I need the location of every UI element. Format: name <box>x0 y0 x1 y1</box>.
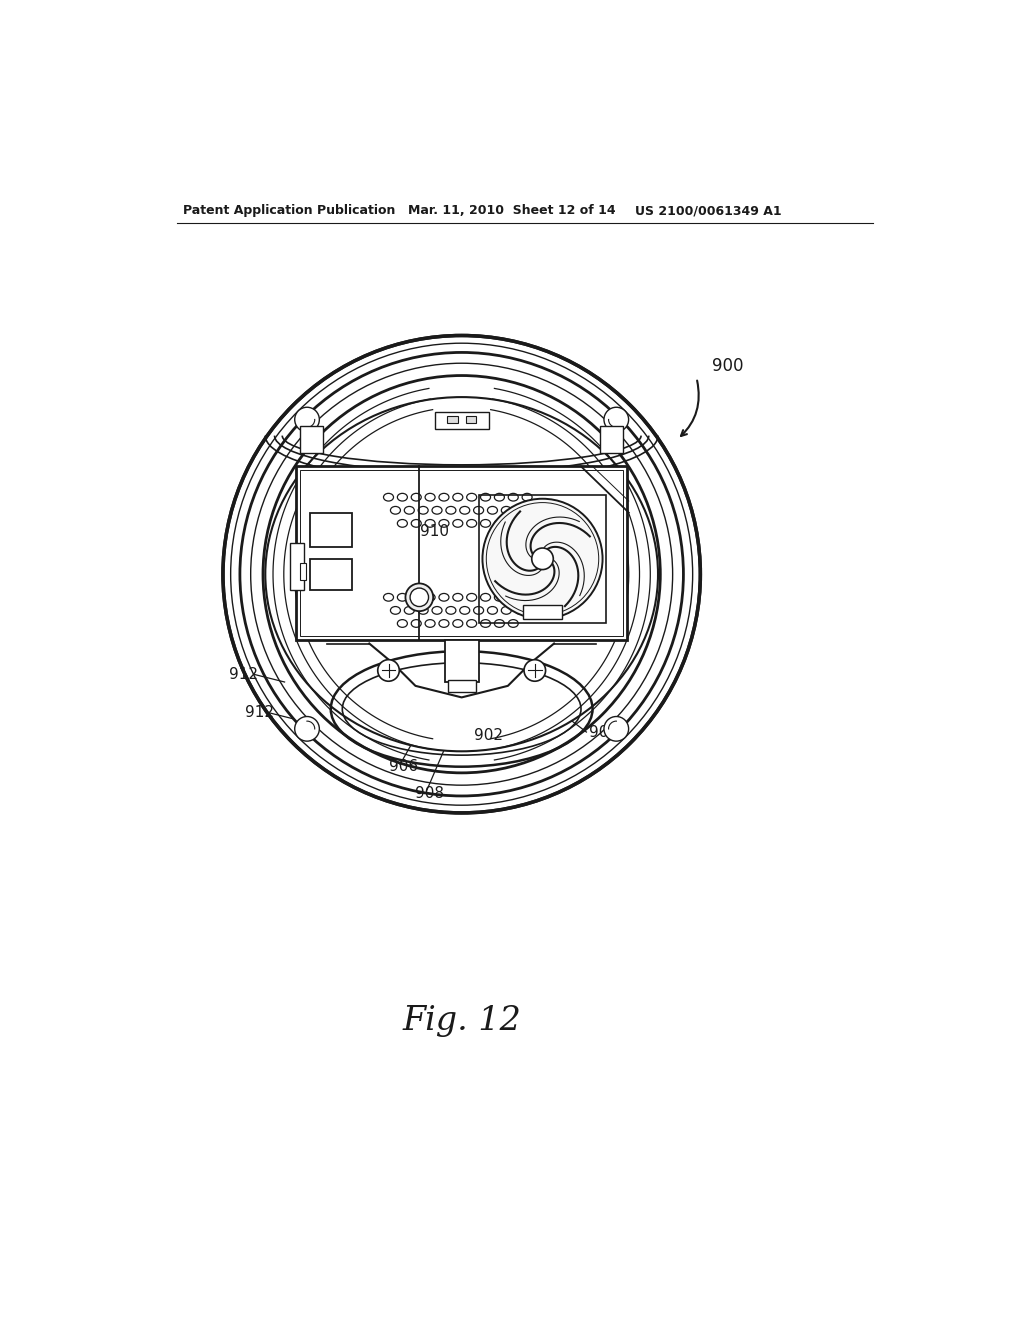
Bar <box>478 495 606 623</box>
Text: 912: 912 <box>245 705 273 721</box>
Circle shape <box>531 548 553 570</box>
Bar <box>447 416 458 424</box>
Text: 912: 912 <box>229 667 258 682</box>
Bar <box>310 558 352 590</box>
Text: 904: 904 <box>589 725 617 739</box>
Circle shape <box>524 660 546 681</box>
Circle shape <box>604 408 629 432</box>
Circle shape <box>604 717 629 741</box>
Text: 908: 908 <box>416 787 444 801</box>
Bar <box>300 470 624 636</box>
Text: Mar. 11, 2010  Sheet 12 of 14: Mar. 11, 2010 Sheet 12 of 14 <box>408 205 615 218</box>
Bar <box>435 412 488 429</box>
Text: 902: 902 <box>474 729 503 743</box>
Bar <box>466 416 476 424</box>
Bar <box>444 640 478 682</box>
Text: 906: 906 <box>388 759 418 775</box>
Circle shape <box>223 335 700 813</box>
Text: Patent Application Publication: Patent Application Publication <box>183 205 395 218</box>
Bar <box>300 562 306 579</box>
Text: Fig. 12: Fig. 12 <box>402 1005 521 1036</box>
Bar <box>300 425 323 453</box>
Circle shape <box>406 583 433 611</box>
Circle shape <box>295 408 319 432</box>
Text: 910: 910 <box>420 524 450 540</box>
Text: US 2100/0061349 A1: US 2100/0061349 A1 <box>635 205 781 218</box>
Circle shape <box>410 589 429 607</box>
Bar <box>310 512 352 548</box>
Bar <box>523 605 562 619</box>
Text: 900: 900 <box>712 358 743 375</box>
Bar <box>296 466 628 640</box>
Bar <box>290 544 304 590</box>
Circle shape <box>295 717 319 741</box>
Ellipse shape <box>265 397 658 751</box>
Bar <box>447 680 475 692</box>
Bar <box>600 425 624 453</box>
Circle shape <box>482 499 602 619</box>
Circle shape <box>378 660 399 681</box>
